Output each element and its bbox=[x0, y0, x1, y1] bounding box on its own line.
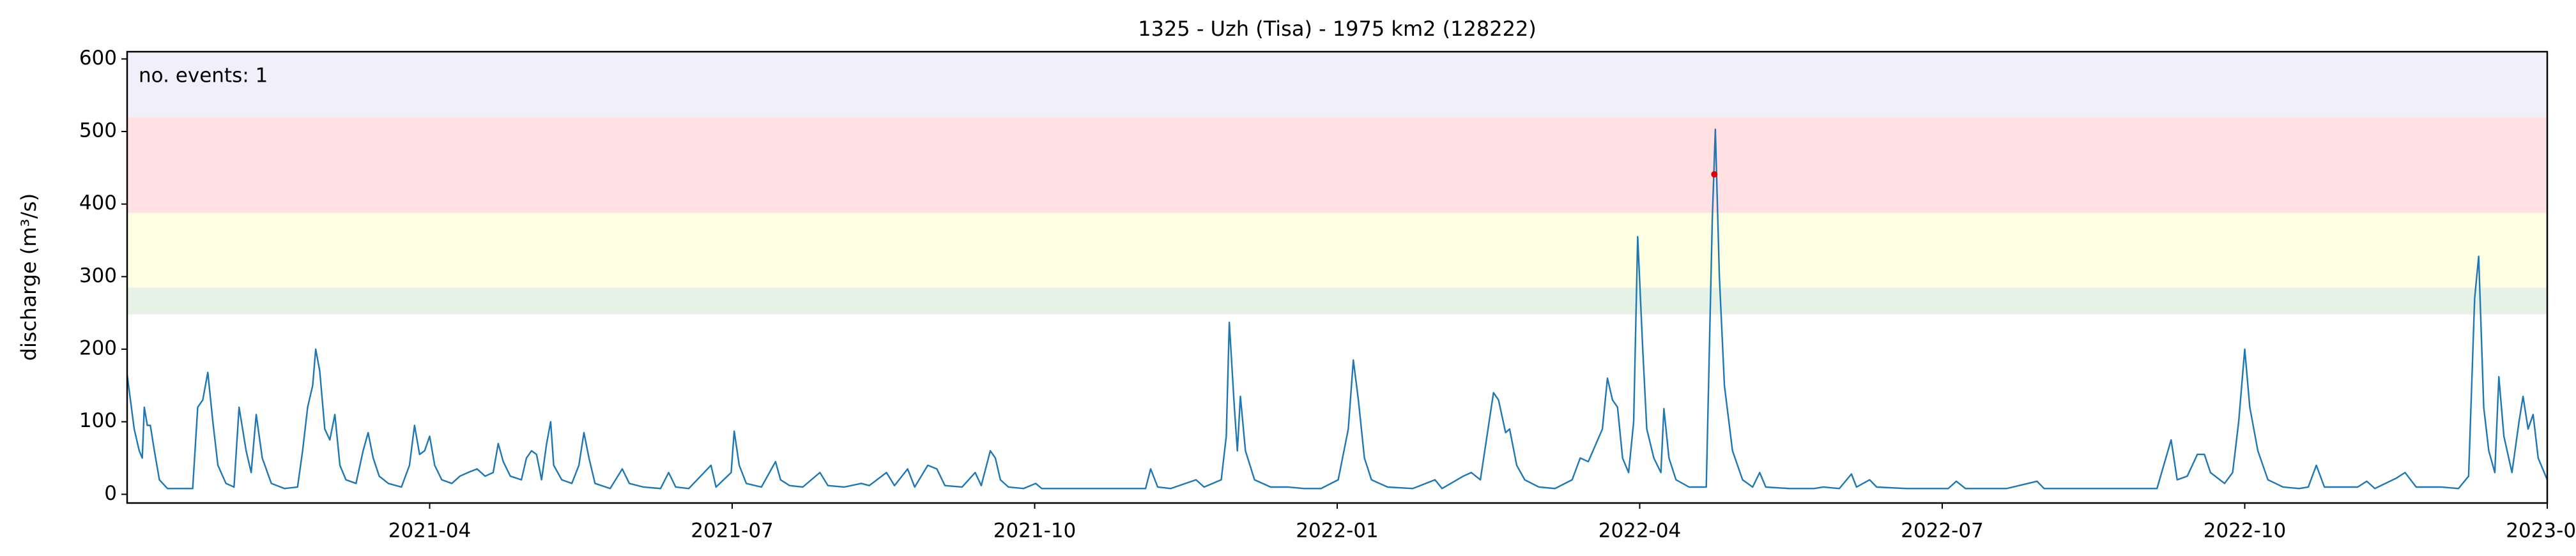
threshold-band bbox=[127, 287, 2547, 315]
x-tick-label: 2021-04 bbox=[388, 520, 471, 543]
chart-title: 1325 - Uzh (Tisa) - 1975 km2 (128222) bbox=[1138, 17, 1537, 41]
annotation: no. events: 1 bbox=[139, 64, 268, 87]
x-tick-label: 2021-10 bbox=[993, 520, 1077, 543]
x-tick-label: 2022-07 bbox=[1901, 520, 1984, 543]
y-tick-label: 500 bbox=[79, 119, 117, 142]
threshold-band bbox=[127, 213, 2547, 288]
y-tick-label: 400 bbox=[79, 192, 117, 214]
y-tick-label: 0 bbox=[104, 482, 117, 505]
x-tick-label: 2022-04 bbox=[1598, 520, 1682, 543]
x-tick-label: 2022-10 bbox=[2204, 520, 2287, 543]
threshold-band bbox=[127, 52, 2547, 117]
event-marker bbox=[1711, 171, 1718, 178]
y-tick-label: 600 bbox=[79, 47, 117, 70]
plot-area bbox=[127, 128, 2547, 490]
x-tick-label: 2021-07 bbox=[691, 520, 774, 543]
bands bbox=[127, 52, 2547, 315]
x-tick-label: 2022-01 bbox=[1296, 520, 1379, 543]
y-tick-label: 300 bbox=[79, 264, 117, 287]
threshold-band bbox=[127, 117, 2547, 213]
y-tick-label: 200 bbox=[79, 337, 117, 360]
y-axis-label: discharge (m³/s) bbox=[17, 193, 41, 361]
x-tick-label: 2023-01 bbox=[2506, 520, 2576, 543]
y-tick-label: 100 bbox=[79, 409, 117, 432]
discharge-line bbox=[127, 128, 2547, 490]
